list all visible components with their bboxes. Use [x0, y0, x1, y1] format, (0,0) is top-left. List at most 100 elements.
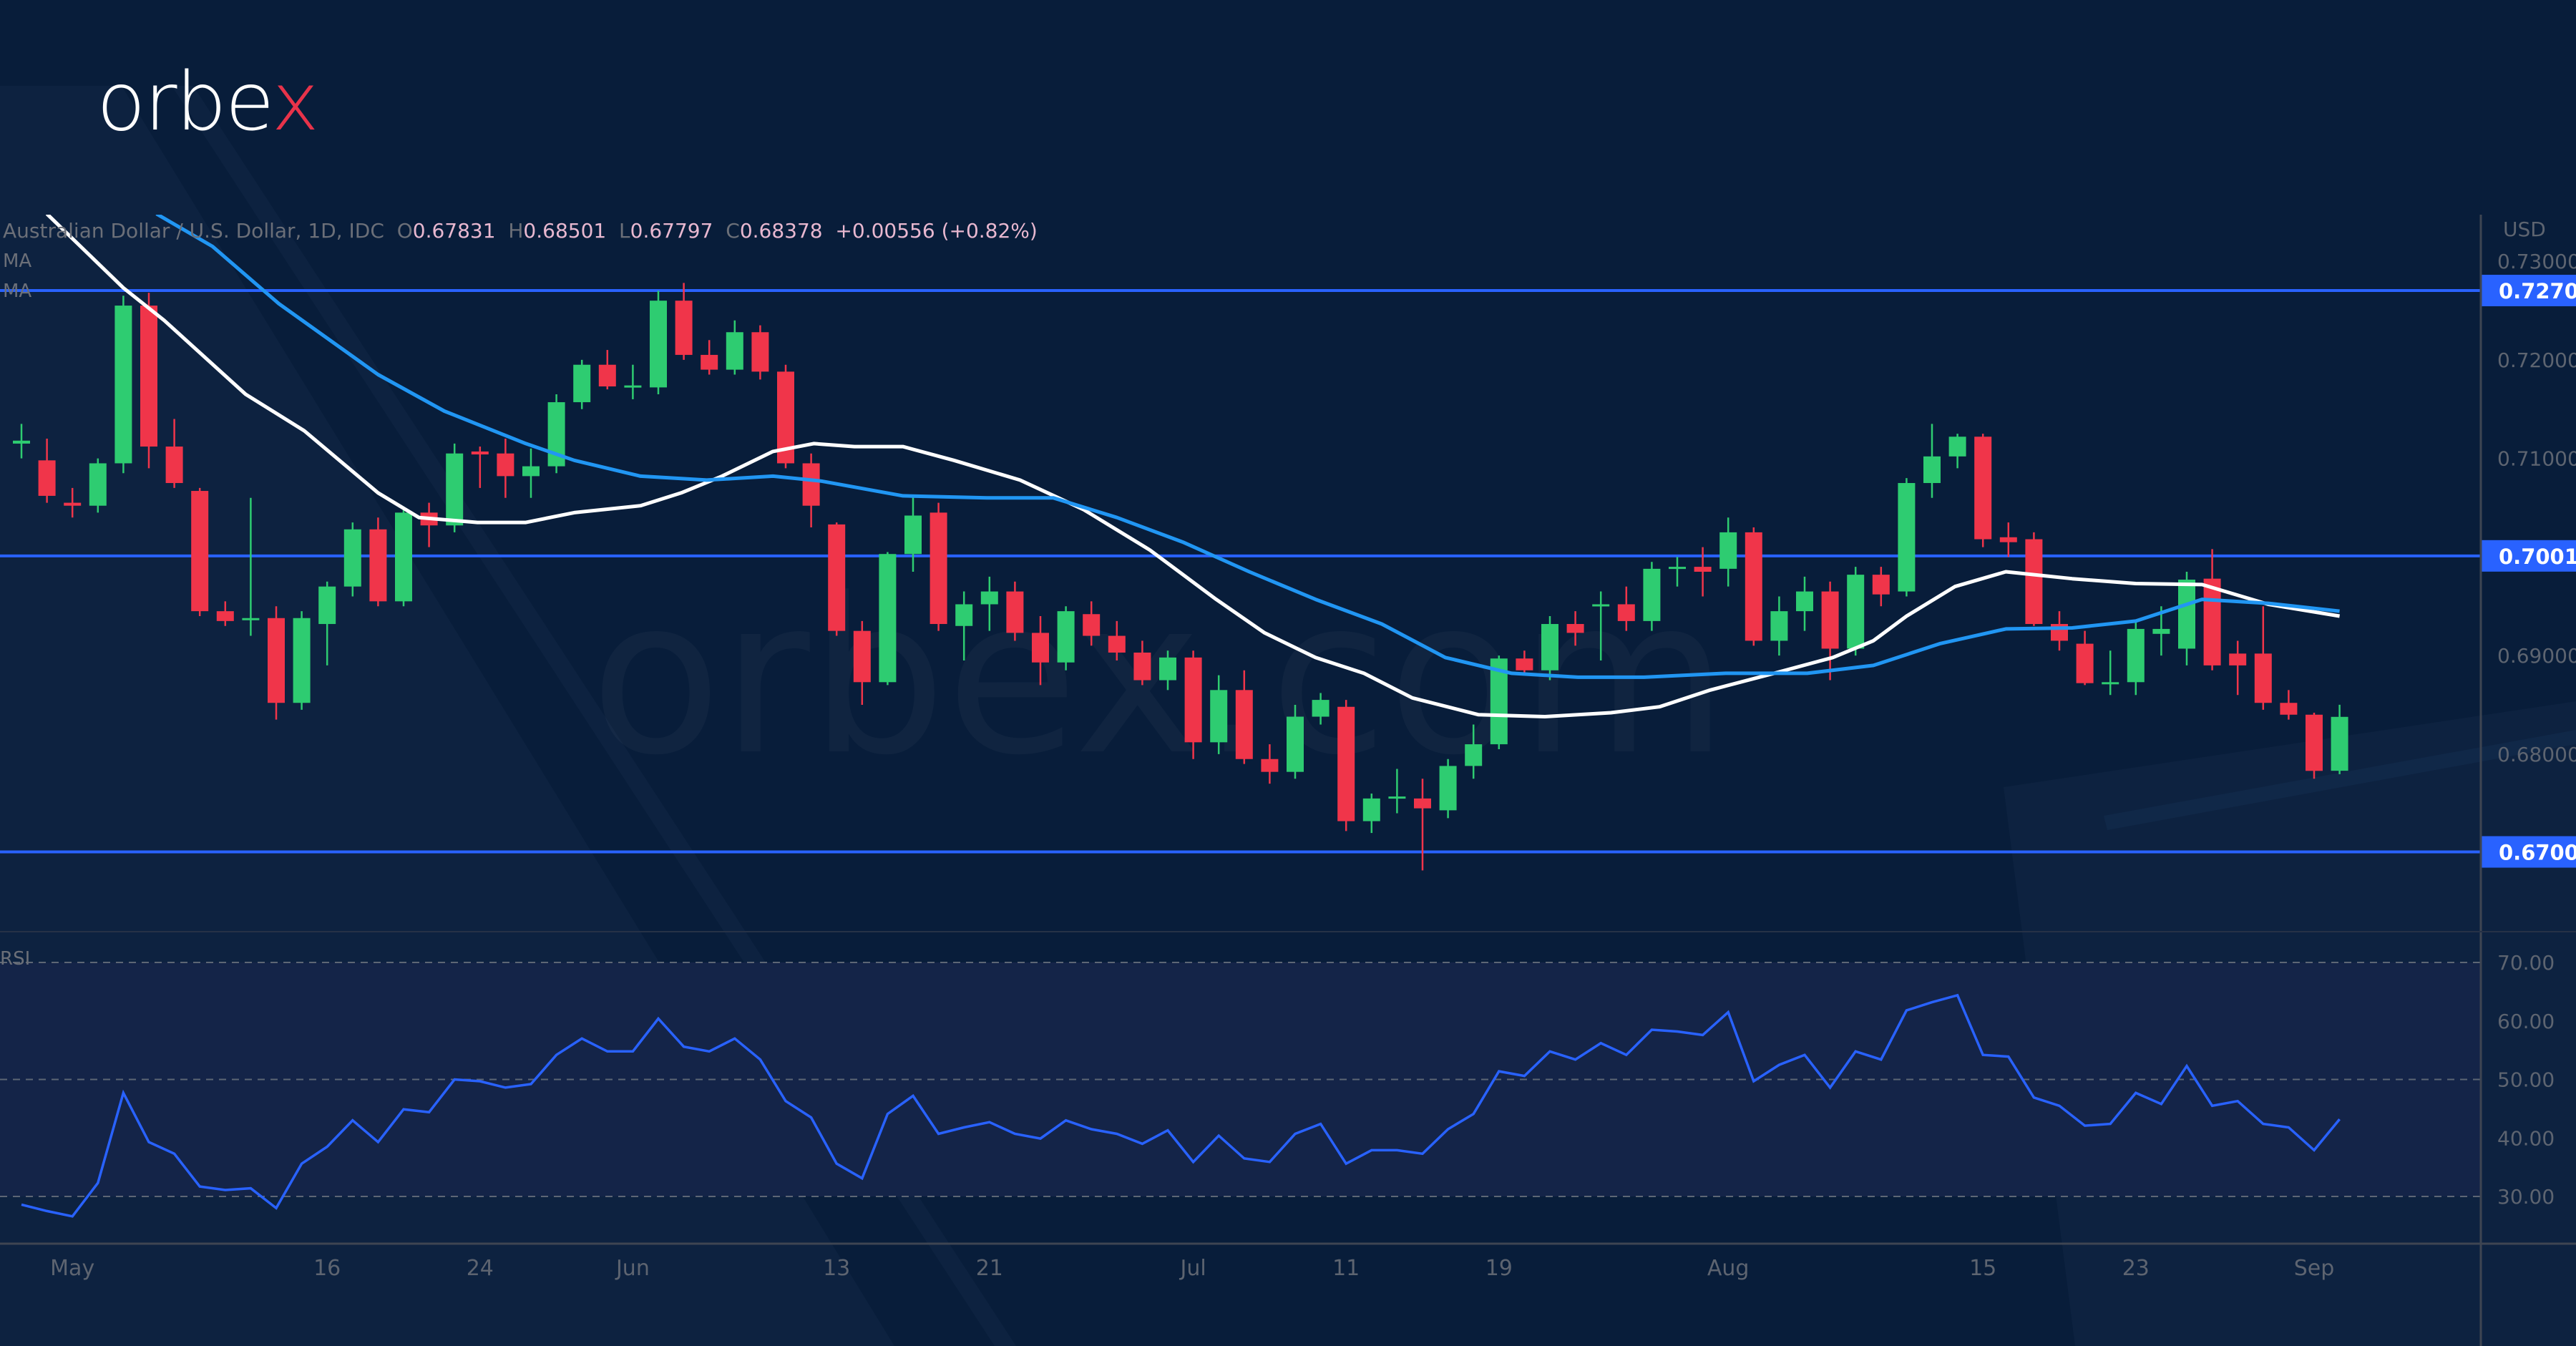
candle-up	[573, 364, 591, 403]
time-tick-label: Sep	[2294, 1256, 2335, 1281]
candle-down	[38, 460, 56, 496]
candle-up	[2331, 716, 2348, 771]
candle-up	[1388, 796, 1406, 799]
rsi-pane: RSI	[0, 948, 2481, 1218]
candle-down	[64, 502, 82, 506]
axes: 0.72703 0.70011 0.67008 USD 0.73000 0.72000 0.…	[0, 215, 2576, 1346]
orbex-logo: orbex	[97, 56, 319, 149]
candle-down	[1694, 567, 1712, 572]
candle-down	[140, 306, 157, 447]
time-tick-label: 15	[1969, 1256, 1996, 1281]
candle-up	[2102, 682, 2119, 685]
candle-up	[1592, 604, 1610, 607]
candle-down	[2280, 703, 2298, 715]
ma-fast-line	[45, 215, 2341, 718]
candle-down	[471, 451, 489, 455]
candle-down	[1516, 658, 1533, 670]
candle-up	[13, 440, 30, 444]
candle-down	[1821, 591, 1839, 649]
ma-indicator-label[interactable]: MA	[3, 281, 32, 302]
candle-up	[89, 463, 107, 506]
candle-down	[2254, 653, 2272, 703]
candle-down	[216, 611, 234, 621]
candle-down	[2229, 653, 2247, 665]
candle-up	[1210, 690, 1228, 743]
rsi-tick-label: 40.00	[2497, 1126, 2555, 1150]
candle-down	[1872, 575, 1890, 595]
candle-up	[1057, 611, 1075, 663]
level-price-tag	[2481, 836, 2576, 868]
time-tick-label: 11	[1332, 1256, 1360, 1281]
candle-up	[1643, 568, 1661, 621]
candle-down	[853, 630, 871, 683]
candle-up	[2152, 628, 2170, 634]
candle-down	[1235, 690, 1253, 759]
price-tick-label: 0.72000	[2497, 348, 2576, 372]
symbol-legend: Australian Dollar / U.S. Dollar, 1D, IDC…	[3, 219, 1038, 243]
candle-up	[446, 453, 464, 526]
close-value: 0.68378	[739, 219, 823, 243]
ma-slow-line	[155, 215, 2340, 679]
rsi-label: RSI	[0, 948, 30, 970]
time-tick-label: 23	[2122, 1256, 2150, 1281]
candle-down	[598, 364, 616, 387]
price-tick-label: 0.73000	[2497, 250, 2576, 273]
candle-down	[1261, 759, 1279, 772]
candle-up	[1439, 766, 1457, 811]
candle-up	[1541, 624, 1558, 670]
rsi-tick-label: 70.00	[2497, 951, 2555, 975]
candle-up	[1312, 700, 1330, 717]
candle-up	[1465, 744, 1483, 766]
open-value: 0.67831	[412, 219, 496, 243]
candle-up	[955, 604, 973, 626]
rsi-tick-label: 50.00	[2497, 1068, 2555, 1092]
candle-down	[1133, 652, 1151, 681]
candle-down	[191, 491, 209, 612]
candle-down	[268, 618, 285, 703]
candle-down	[1999, 537, 2017, 542]
time-tick-label: 21	[976, 1256, 1003, 1281]
candle-down	[1337, 706, 1355, 821]
candle-down	[1974, 437, 1992, 540]
candle-up	[1770, 611, 1788, 641]
change-value: +0.00556 (+0.82%)	[835, 219, 1038, 243]
time-tick-label: Aug	[1707, 1256, 1750, 1281]
candle-up	[1948, 437, 1966, 457]
price-tick-label: 0.71000	[2497, 447, 2576, 471]
candle-down	[2076, 643, 2094, 683]
candle-up	[343, 529, 361, 587]
candle-up	[293, 618, 311, 703]
time-tick-label: 19	[1485, 1256, 1513, 1281]
candle-down	[1006, 591, 1024, 633]
candle-down	[828, 524, 846, 631]
candle-up	[2178, 580, 2195, 649]
candle-down	[1745, 532, 1762, 641]
candle-down	[1617, 604, 1635, 621]
candle-down	[802, 463, 820, 506]
candle-down	[930, 512, 947, 625]
candle-up	[242, 618, 260, 620]
rsi-tick-label: 30.00	[2497, 1185, 2555, 1209]
low-value: 0.67797	[630, 219, 713, 243]
candle-down	[1566, 624, 1584, 633]
currency-label: USD	[2503, 218, 2546, 241]
price-tick-label: 0.68000	[2497, 743, 2576, 766]
candle-up	[395, 512, 412, 602]
candle-down	[369, 529, 387, 602]
level-price-label: 0.70011	[2499, 545, 2576, 569]
time-tick-label: May	[50, 1256, 94, 1281]
candle-up	[904, 515, 922, 555]
candle-up	[879, 554, 897, 683]
level-price-label: 0.67008	[2499, 841, 2576, 865]
candle-up	[1719, 532, 1737, 569]
candle-down	[1083, 614, 1101, 636]
level-price-tag	[2481, 540, 2576, 572]
price-tick-label: 0.69000	[2497, 644, 2576, 668]
candle-up	[726, 332, 743, 370]
candle-up	[1796, 591, 1813, 612]
candle-up	[522, 466, 540, 477]
candle-up	[1362, 798, 1380, 821]
candle-up	[1287, 716, 1304, 772]
ma-indicator-label[interactable]: MA	[3, 250, 32, 272]
